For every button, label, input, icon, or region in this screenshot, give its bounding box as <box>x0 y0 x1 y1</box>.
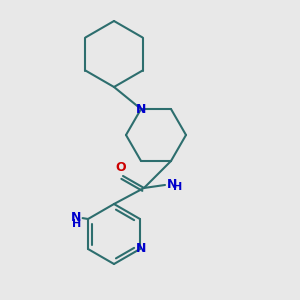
Text: H: H <box>72 219 81 230</box>
Text: N: N <box>136 103 146 116</box>
Text: H: H <box>172 182 182 192</box>
Text: N: N <box>136 242 146 256</box>
Text: O: O <box>115 161 126 174</box>
Text: N: N <box>71 211 81 224</box>
Text: N: N <box>167 178 177 191</box>
